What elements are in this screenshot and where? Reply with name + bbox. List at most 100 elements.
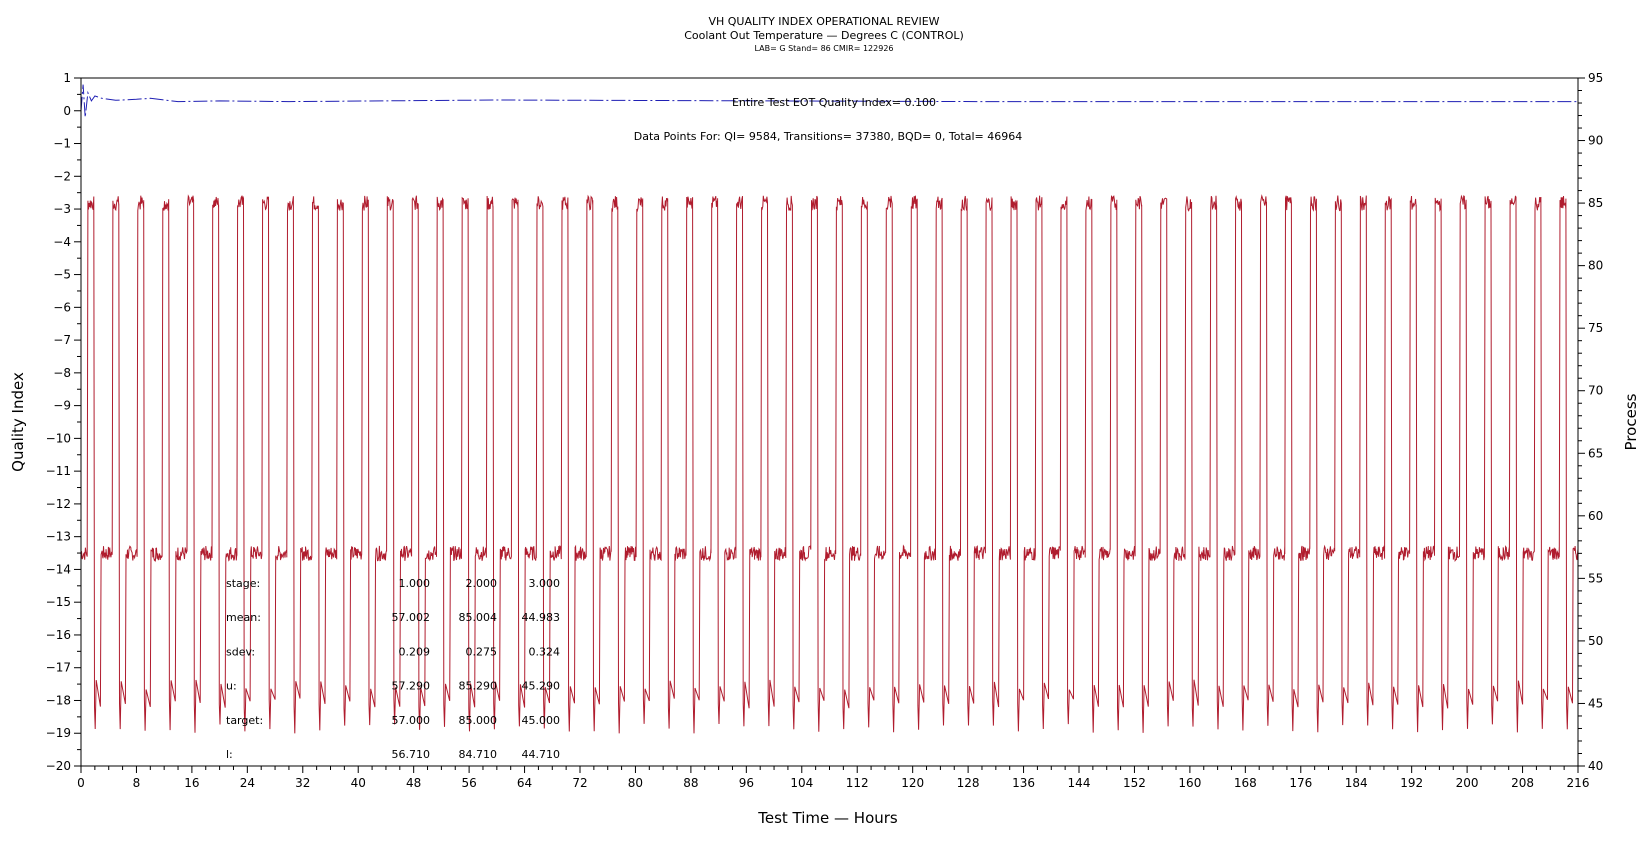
- y-tick-label: 0: [63, 104, 71, 118]
- x-tick-label: 32: [295, 776, 310, 790]
- x-tick-label: 208: [1511, 776, 1534, 790]
- chart-subtitle: Coolant Out Temperature — Degrees C (CON…: [684, 29, 964, 42]
- x-tick-label: 24: [240, 776, 255, 790]
- y2-tick-label: 75: [1588, 321, 1603, 335]
- x-tick-label: 112: [846, 776, 869, 790]
- x-tick-label: 8: [133, 776, 141, 790]
- stats-cell: 44.983: [522, 611, 561, 624]
- stats-cell: 2.000: [466, 577, 498, 590]
- x-tick-label: 216: [1567, 776, 1590, 790]
- y-tick-label: −4: [53, 235, 71, 249]
- y-tick-label: −12: [46, 497, 71, 511]
- stats-cell: 1.000: [399, 577, 431, 590]
- y2-tick-label: 40: [1588, 759, 1603, 773]
- stats-row-label: target:: [226, 714, 263, 727]
- x-tick-label: 120: [901, 776, 924, 790]
- y-tick-label: −16: [46, 628, 71, 642]
- stats-row-label: mean:: [226, 611, 261, 624]
- x-tick-label: 80: [628, 776, 643, 790]
- stats-cell: 57.000: [392, 714, 431, 727]
- y-tick-label: −14: [46, 562, 71, 576]
- y-axis-label: Quality Index: [9, 372, 27, 472]
- stats-table: stage: 1.000 2.000 3.000 mean: 57.002 85.004 44…: [226, 577, 560, 761]
- stats-cell: 85.000: [459, 714, 498, 727]
- y-tick-label: −5: [53, 268, 71, 282]
- stats-cell: 85.290: [459, 680, 498, 693]
- stats-cell: 3.000: [529, 577, 561, 590]
- x-tick-label: 64: [517, 776, 532, 790]
- x-tick-label: 152: [1123, 776, 1146, 790]
- stats-cell: 0.324: [529, 645, 561, 658]
- stats-row-label: sdev:: [226, 645, 255, 658]
- y-tick-label: −17: [46, 661, 71, 675]
- chart-subsubtitle: LAB= G Stand= 86 CMIR= 122926: [754, 44, 894, 53]
- y-tick-label: −7: [53, 333, 71, 347]
- stats-cell: 56.710: [392, 748, 431, 761]
- chart-title: VH QUALITY INDEX OPERATIONAL REVIEW: [708, 15, 940, 28]
- y2-tick-label: 45: [1588, 696, 1603, 710]
- x-tick-label: 72: [572, 776, 587, 790]
- x-axis-label: Test Time — Hours: [757, 809, 898, 827]
- y-tick-label: −1: [53, 137, 71, 151]
- y-tick-label: −15: [46, 595, 71, 609]
- stats-row-label: stage:: [226, 577, 260, 590]
- y2-tick-label: 95: [1588, 71, 1603, 85]
- x-tick-label: 48: [406, 776, 421, 790]
- x-tick-label: 0: [77, 776, 85, 790]
- y-tick-label: −19: [46, 726, 71, 740]
- x-tick-label: 184: [1345, 776, 1368, 790]
- series-layer: [80, 84, 1579, 734]
- x-tick-label: 144: [1068, 776, 1091, 790]
- x-tick-label: 192: [1400, 776, 1423, 790]
- y2-tick-label: 90: [1588, 134, 1603, 148]
- x-tick-label: 168: [1234, 776, 1257, 790]
- stats-cell: 44.710: [522, 748, 561, 761]
- y-tick-label: −9: [53, 399, 71, 413]
- y-tick-label: −2: [53, 169, 71, 183]
- x-tick-label: 128: [957, 776, 980, 790]
- y-tick-label: −3: [53, 202, 71, 216]
- x-tick-label: 88: [683, 776, 698, 790]
- y-tick-label: −11: [46, 464, 71, 478]
- stats-cell: 57.290: [392, 680, 431, 693]
- y2-tick-label: 50: [1588, 634, 1603, 648]
- x-tick-label: 40: [351, 776, 366, 790]
- y2-tick-label: 55: [1588, 571, 1603, 585]
- data-points-annotation: Data Points For: QI= 9584, Transitions= …: [634, 130, 1023, 143]
- stats-cell: 45.000: [522, 714, 561, 727]
- x-tick-label: 96: [739, 776, 754, 790]
- stats-row-label: u:: [226, 680, 237, 693]
- x-tick-label: 104: [790, 776, 813, 790]
- y-tick-label: −18: [46, 693, 71, 707]
- y-tick-label: −20: [46, 759, 71, 773]
- text-layer: Entire Test EOT Quality Index= 0.100 Dat…: [9, 96, 1640, 827]
- stats-cell: 84.710: [459, 748, 498, 761]
- y-tick-label: −13: [46, 530, 71, 544]
- x-tick-label: 160: [1178, 776, 1201, 790]
- x-tick-label: 136: [1012, 776, 1035, 790]
- y2-tick-label: 85: [1588, 196, 1603, 210]
- x-tick-label: 200: [1456, 776, 1479, 790]
- y-tick-label: −8: [53, 366, 71, 380]
- stats-cell: 85.004: [459, 611, 498, 624]
- stats-row-label: l:: [226, 748, 233, 761]
- x-tick-label: 56: [461, 776, 476, 790]
- stats-cell: 57.002: [392, 611, 431, 624]
- y-tick-label: −6: [53, 300, 71, 314]
- y-tick-label: 1: [63, 71, 71, 85]
- quality-index-annotation: Entire Test EOT Quality Index= 0.100: [732, 96, 936, 109]
- y2-axis-label: Process: [1622, 393, 1640, 450]
- stats-cell: 45.290: [522, 680, 561, 693]
- y2-tick-label: 60: [1588, 509, 1603, 523]
- stats-cell: 0.209: [399, 645, 431, 658]
- y2-tick-label: 65: [1588, 446, 1603, 460]
- stats-cell: 0.275: [466, 645, 498, 658]
- plot-frame: [80, 77, 1579, 767]
- x-tick-label: 176: [1289, 776, 1312, 790]
- y2-tick-label: 80: [1588, 259, 1603, 273]
- x-tick-label: 16: [184, 776, 199, 790]
- process-temperature-line: [80, 194, 1579, 734]
- axes-layer: 0 8 16 24 32 40 48 56 64 72 80 88 96 104 112 120 128 136 1…: [46, 71, 1604, 790]
- y2-tick-label: 70: [1588, 384, 1603, 398]
